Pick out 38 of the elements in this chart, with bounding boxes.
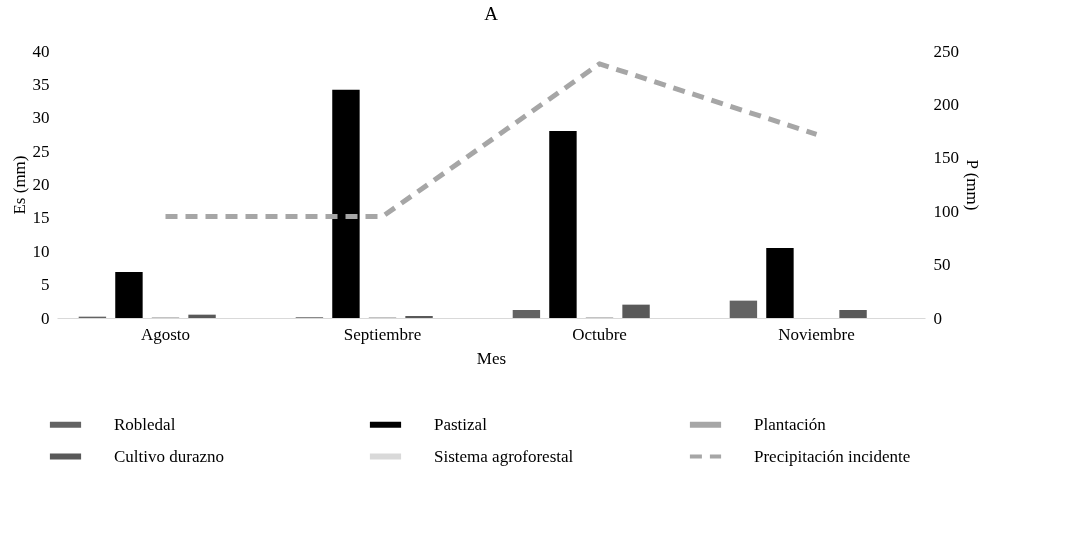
bar [115, 271, 143, 318]
legend-label: Cultivo durazno [114, 446, 225, 466]
y-tick-label: 15 [32, 208, 50, 228]
legend-label: Sistema agroforestal [434, 446, 574, 466]
y-tick-label: 10 [32, 241, 50, 261]
bar [839, 309, 867, 318]
x-tick-label: Noviembre [778, 324, 855, 344]
y2-tick-label: 250 [933, 41, 959, 61]
y-tick-label: 30 [32, 108, 50, 128]
x-tick-label: Octubre [572, 324, 627, 344]
y-axis-title: Es (mm) [9, 155, 29, 215]
bar [766, 247, 794, 318]
y-tick-label: 40 [32, 41, 50, 61]
y2-tick-label: 100 [933, 201, 959, 221]
legend-label: Precipitación incidente [754, 446, 911, 466]
legend-label: Plantación [754, 414, 827, 434]
bar [512, 309, 541, 318]
y2-tick-label: 50 [933, 255, 951, 275]
y2-tick-label: 150 [933, 148, 959, 168]
y2-tick-label: 0 [933, 308, 942, 328]
chart-title: A [484, 3, 499, 24]
x-tick-label: Agosto [140, 324, 191, 344]
x-axis-title: Mes [476, 348, 507, 368]
y2-axis-title: P (mm) [963, 159, 982, 211]
bar [729, 300, 758, 318]
y-tick-label: 0 [41, 308, 50, 328]
bar [549, 131, 577, 318]
legend-label: Pastizal [434, 414, 488, 434]
y2-tick-label: 200 [933, 94, 959, 114]
y-tick-label: 5 [41, 275, 50, 295]
y-tick-label: 25 [32, 141, 50, 161]
bar [332, 89, 360, 318]
legend-label: Robledal [114, 414, 176, 434]
x-tick-label: Septiembre [343, 324, 422, 344]
bar [188, 314, 216, 318]
y-tick-label: 35 [32, 74, 50, 94]
bar [622, 304, 650, 318]
y-tick-label: 20 [32, 175, 50, 194]
